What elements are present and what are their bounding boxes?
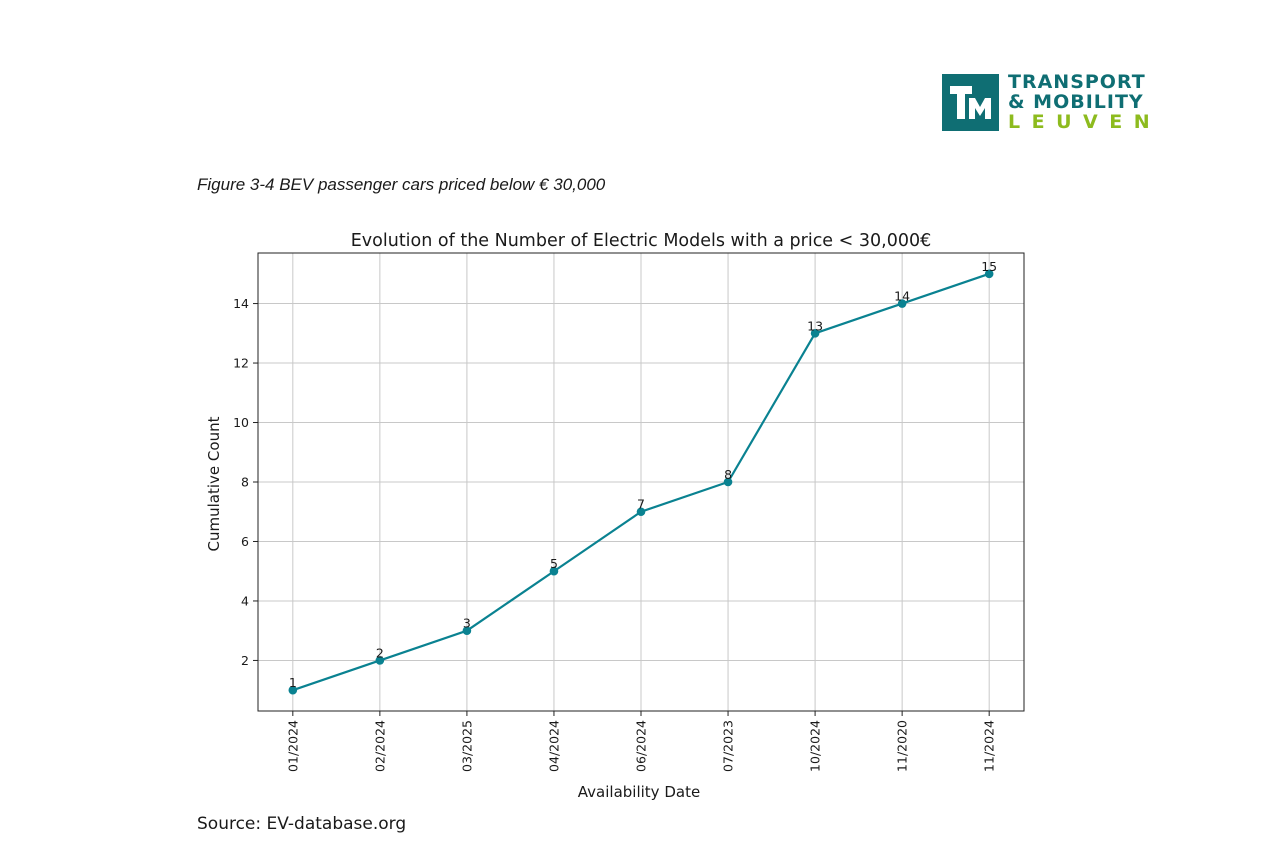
x-tick-label: 06/2024 (634, 720, 649, 772)
tml-logo-icon (942, 74, 999, 131)
y-tick-label: 14 (233, 296, 249, 311)
y-axis-label: Cumulative Count (205, 416, 223, 551)
data-label: 15 (981, 259, 997, 274)
data-point (636, 507, 646, 517)
x-tick-label: 02/2024 (372, 720, 387, 772)
logo-text-leuven: LEUVEN (1008, 111, 1162, 133)
data-point (897, 299, 907, 308)
chart-title: Evolution of the Number of Electric Mode… (351, 231, 931, 251)
data-label: 8 (724, 467, 732, 482)
data-label: 3 (463, 616, 471, 631)
data-point (549, 566, 559, 576)
y-tick-label: 12 (233, 356, 249, 371)
x-tick-label: 03/2025 (459, 720, 474, 772)
data-point (723, 477, 733, 487)
x-tick-label: 11/2020 (895, 720, 910, 772)
source-note: Source: EV-database.org (197, 814, 407, 834)
data-point (462, 626, 472, 636)
logo-mark-t (950, 86, 972, 119)
y-tick-label: 6 (241, 534, 249, 549)
x-tick-label: 01/2024 (285, 720, 300, 772)
data-point (810, 328, 820, 338)
data-label: 13 (807, 318, 823, 333)
x-tick-label: 10/2024 (808, 720, 823, 772)
data-point (288, 685, 298, 695)
y-tick-label: 2 (241, 653, 249, 668)
logo-mark-m (969, 98, 991, 119)
data-label: 5 (550, 556, 558, 571)
data-point (984, 269, 994, 279)
y-tick-label: 8 (241, 475, 249, 490)
logo-text-mobility: & MOBILITY (1008, 91, 1144, 113)
x-axis-label: Availability Date (578, 783, 700, 801)
y-tick-label: 4 (241, 593, 249, 608)
x-tick-label: 07/2023 (721, 720, 736, 772)
data-label: 2 (376, 645, 384, 660)
x-tick-label: 11/2024 (982, 720, 997, 772)
y-tick-label: 10 (233, 415, 249, 430)
logo: TRANSPORT & MOBILITY LEUVEN (940, 72, 1165, 134)
data-label: 7 (637, 497, 645, 512)
data-label: 14 (894, 289, 910, 304)
data-point (375, 656, 385, 665)
x-tick-label: 04/2024 (546, 720, 561, 772)
data-label: 1 (289, 675, 297, 690)
logo-text-transport: TRANSPORT (1008, 71, 1146, 93)
figure-caption: Figure 3-4 BEV passenger cars priced bel… (197, 175, 606, 194)
